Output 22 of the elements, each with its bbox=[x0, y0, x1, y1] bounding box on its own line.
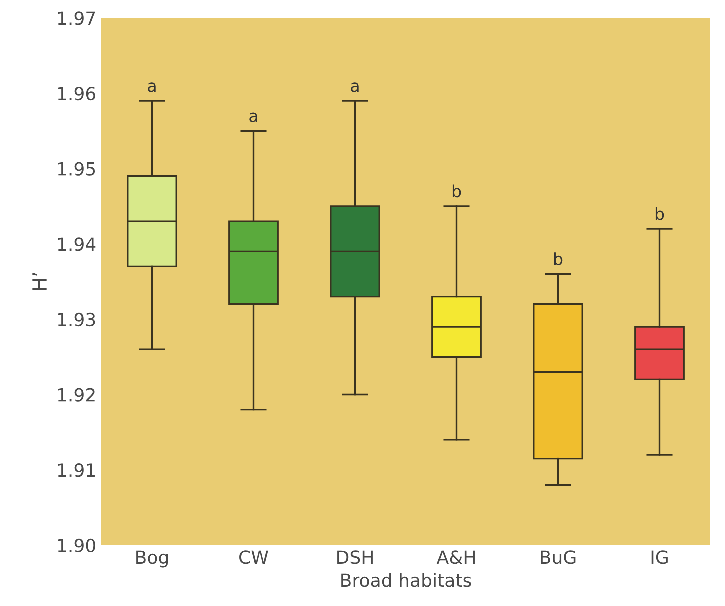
x-tick-label: BuG bbox=[541, 550, 576, 564]
y-tick-label: 1.90 bbox=[58, 538, 96, 553]
x-tick-label: Bog bbox=[136, 550, 168, 568]
y-tick-label: 1.94 bbox=[58, 238, 96, 252]
x-tick-label: A&H bbox=[436, 550, 475, 564]
y-tick-label: 1.93 bbox=[58, 312, 96, 327]
annotation: a bbox=[351, 82, 359, 92]
y-tick-label: 1.95 bbox=[58, 162, 96, 176]
annotation: a bbox=[250, 112, 258, 122]
y-tick-label: 1.91 bbox=[58, 464, 95, 478]
annotation: b bbox=[452, 184, 462, 198]
x-axis-title: Broad habitats bbox=[342, 573, 472, 588]
y-axis-title: H’ bbox=[32, 273, 47, 290]
y-tick-label: 1.92 bbox=[58, 388, 95, 402]
y-tick-label: 1.97 bbox=[58, 12, 96, 26]
annotation: a bbox=[148, 82, 156, 92]
annotation: b bbox=[656, 207, 664, 220]
x-tick-label: IG bbox=[652, 550, 668, 564]
annotation: b bbox=[554, 252, 563, 266]
y-tick-label: 1.96 bbox=[58, 86, 96, 101]
x-tick-label: DSH bbox=[338, 550, 373, 564]
x-tick-label: CW bbox=[240, 550, 268, 564]
